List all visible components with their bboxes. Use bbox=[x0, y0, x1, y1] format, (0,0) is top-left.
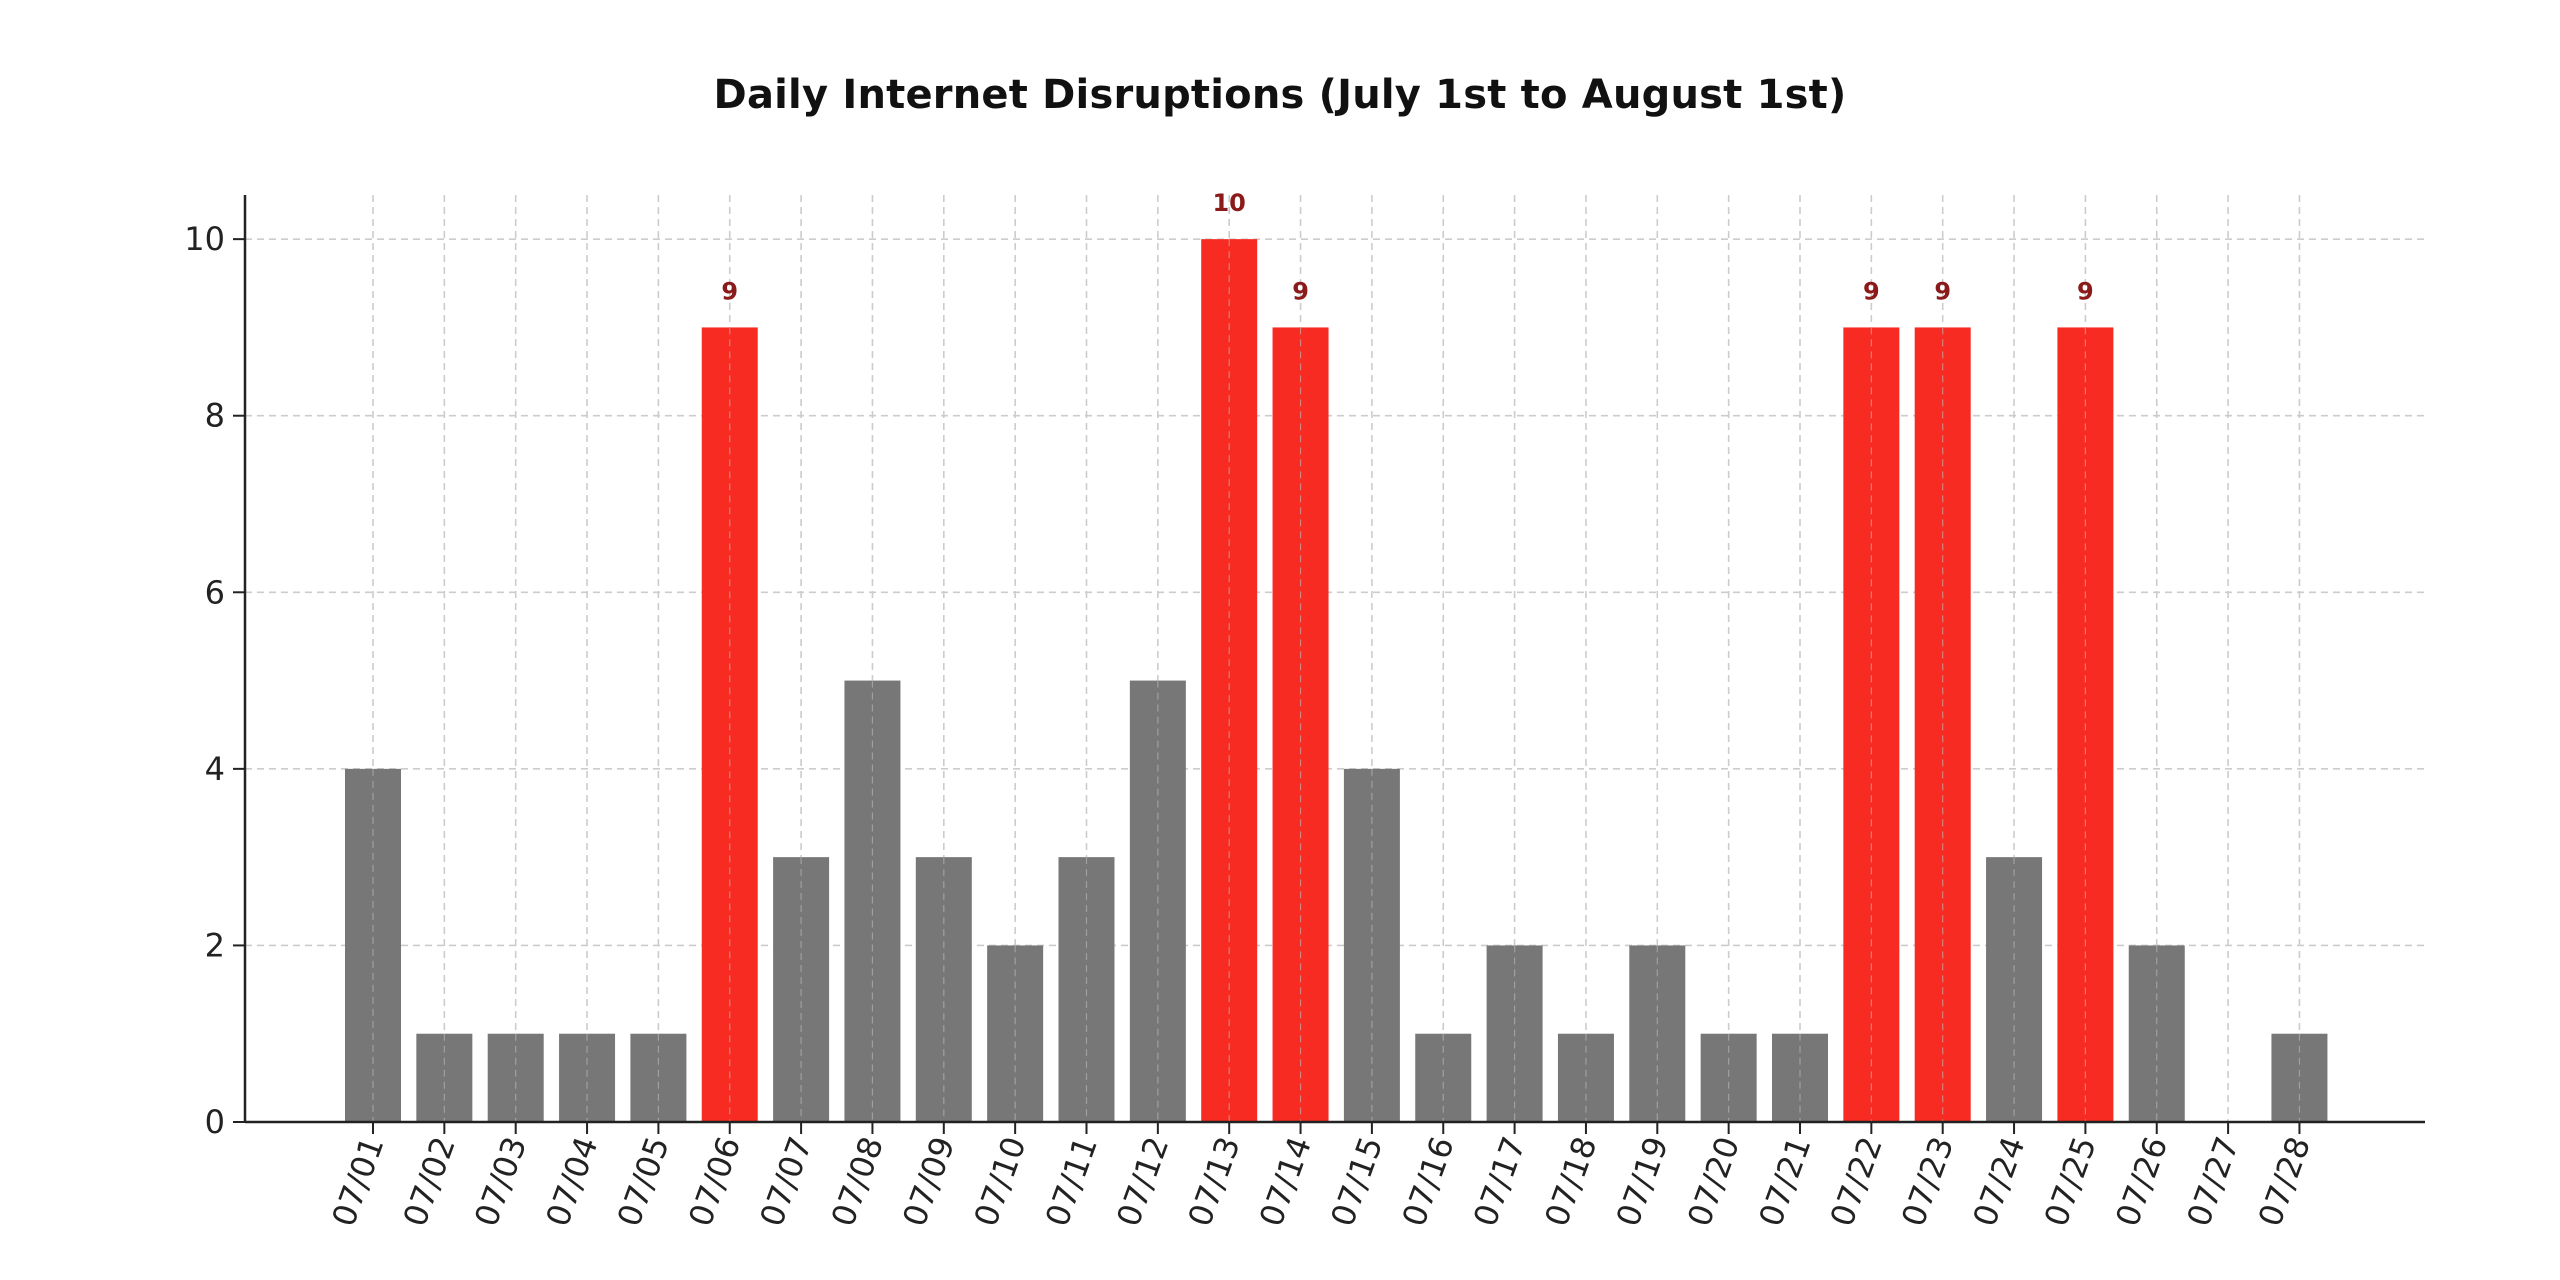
x-tick-label: 07/10 bbox=[966, 1132, 1033, 1232]
x-tick-label: 07/07 bbox=[752, 1132, 819, 1232]
x-tick-label: 07/18 bbox=[1537, 1132, 1604, 1232]
x-tick-label: 07/22 bbox=[1823, 1132, 1890, 1232]
x-tick-label: 07/26 bbox=[2108, 1132, 2175, 1232]
bar-value-label: 9 bbox=[1934, 277, 1951, 305]
y-tick-label: 6 bbox=[205, 573, 225, 611]
x-tick-label: 07/27 bbox=[2179, 1132, 2246, 1232]
x-tick-label: 07/05 bbox=[610, 1132, 677, 1232]
x-tick-label: 07/13 bbox=[1180, 1132, 1247, 1232]
x-tick-label: 07/14 bbox=[1252, 1132, 1319, 1232]
x-tick-label: 07/21 bbox=[1751, 1132, 1818, 1232]
x-tick-label: 07/08 bbox=[824, 1132, 891, 1232]
x-tick-label: 07/01 bbox=[324, 1132, 391, 1232]
x-tick-label: 07/19 bbox=[1609, 1132, 1676, 1232]
bars-layer bbox=[345, 239, 2328, 1123]
x-tick-label: 07/25 bbox=[2037, 1132, 2104, 1232]
bar-value-label: 9 bbox=[1863, 277, 1880, 305]
x-tick-label: 07/16 bbox=[1395, 1132, 1462, 1232]
x-tick-label: 07/15 bbox=[1323, 1132, 1390, 1232]
x-tick-label: 07/06 bbox=[681, 1132, 748, 1232]
bar-value-label: 9 bbox=[2077, 277, 2094, 305]
x-tick-label: 07/28 bbox=[2251, 1132, 2318, 1232]
x-tick-label: 07/09 bbox=[895, 1132, 962, 1232]
x-tick-label: 07/04 bbox=[538, 1132, 605, 1232]
bar-value-label: 9 bbox=[1292, 277, 1309, 305]
x-tick-label: 07/12 bbox=[1109, 1132, 1176, 1232]
y-tick-label: 0 bbox=[205, 1103, 225, 1141]
y-tick-label: 8 bbox=[205, 397, 225, 435]
x-tick-label: 07/20 bbox=[1680, 1132, 1747, 1232]
y-tick-label: 2 bbox=[205, 926, 225, 964]
x-tick-label: 07/17 bbox=[1466, 1132, 1533, 1232]
y-tick-label: 10 bbox=[184, 220, 225, 258]
x-tick-label: 07/11 bbox=[1038, 1132, 1105, 1232]
x-tick-label: 07/23 bbox=[1894, 1132, 1961, 1232]
axes-layer bbox=[233, 195, 2425, 1134]
chart-title: Daily Internet Disruptions (July 1st to … bbox=[713, 72, 1847, 118]
x-tick-label: 07/03 bbox=[467, 1132, 534, 1232]
bar-value-label: 9 bbox=[721, 277, 738, 305]
x-tick-label: 07/02 bbox=[396, 1132, 463, 1232]
x-tick-label: 07/24 bbox=[1965, 1132, 2032, 1232]
bar-value-label: 10 bbox=[1212, 189, 1245, 217]
y-tick-label: 4 bbox=[205, 750, 225, 788]
